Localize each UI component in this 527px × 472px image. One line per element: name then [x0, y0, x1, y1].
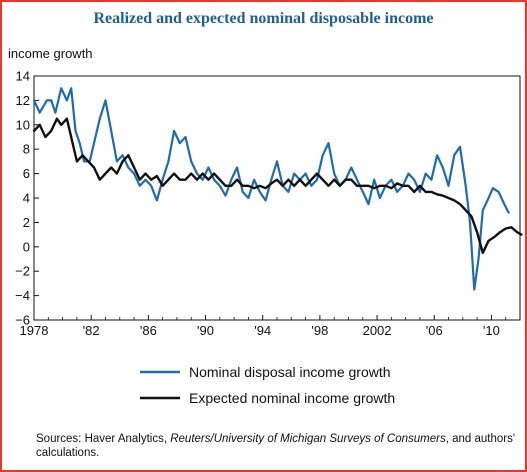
y-tick-label: 14	[16, 69, 30, 84]
x-tick-label: '90	[197, 323, 214, 338]
series-line-nominal-disposal-income-growth	[32, 87, 510, 291]
sources-prefix: Sources: Haver Analytics,	[36, 433, 171, 445]
x-tick-label: '82	[83, 323, 100, 338]
series-lines	[32, 87, 523, 291]
y-tick-label: 4	[23, 191, 30, 206]
y-tick-label: −4	[15, 288, 30, 303]
y-tick-label: 12	[16, 93, 30, 108]
legend: Nominal disposal income growth Expected n…	[140, 364, 395, 406]
legend-label: Nominal disposal income growth	[189, 364, 391, 380]
x-tick-label: '10	[483, 323, 500, 338]
x-tick-label: '86	[140, 323, 157, 338]
sources-suffix: , and authors' calculations.	[36, 433, 516, 459]
sources-note: Sources: Haver Analytics, Reuters/Univer…	[36, 432, 516, 460]
y-axis-label: income growth	[8, 46, 93, 61]
y-tick-label: −6	[15, 313, 30, 328]
series-line-expected-nominal-income-growth	[32, 117, 523, 255]
x-tick-label: '06	[426, 323, 443, 338]
y-tick-label: 8	[23, 142, 30, 157]
y-tick-label: 6	[23, 166, 30, 181]
y-tick-label: 10	[16, 117, 30, 132]
x-tick-label: 2002	[363, 323, 392, 338]
sources-italic: Reuters/University of Michigan Surveys o…	[170, 433, 446, 445]
y-tick-label: 0	[23, 239, 30, 254]
x-tick-label: '94	[254, 323, 271, 338]
y-tick-label: −2	[15, 264, 30, 279]
x-tick-label: 1978	[20, 323, 49, 338]
x-tick-label: '98	[311, 323, 328, 338]
y-tick-label: 2	[23, 215, 30, 230]
chart-title: Realized and expected nominal disposable…	[93, 10, 434, 27]
legend-label: Expected nominal income growth	[189, 390, 395, 406]
